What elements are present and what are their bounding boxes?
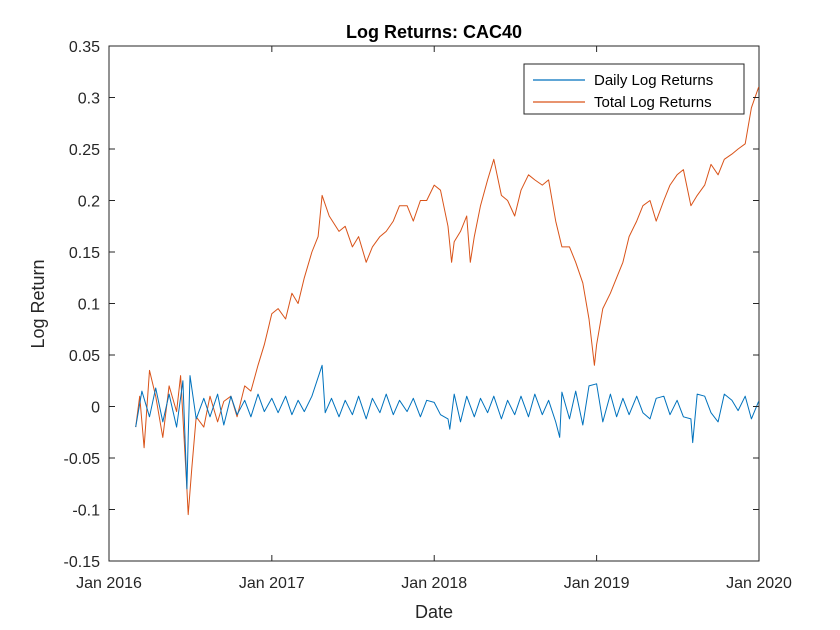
y-axis-ticks: -0.15 -0.1 -0.05 0 0.05 0.1 0.15 0.2 0.25 0.3 0.35 [64, 39, 759, 571]
y-tick-label: 0.35 [69, 39, 100, 56]
y-tick-label: 0.1 [78, 297, 100, 314]
legend-entry-daily: Daily Log Returns [594, 72, 713, 89]
y-axis-label: Log Return [28, 259, 48, 348]
y-tick-label: 0.15 [69, 245, 100, 262]
series-layer [135, 87, 760, 516]
y-tick-label: 0.05 [69, 348, 100, 365]
y-tick-label: -0.1 [72, 503, 100, 520]
axes-frame [108, 45, 760, 562]
x-tick-label: Jan 2020 [726, 575, 792, 592]
legend: Daily Log Returns Total Log Returns [523, 63, 745, 115]
y-tick-label: 0 [91, 400, 100, 417]
y-tick-label: -0.15 [64, 554, 101, 571]
series-line-total-log-returns [135, 87, 760, 516]
legend-entry-total: Total Log Returns [594, 94, 712, 111]
x-tick-label: Jan 2017 [239, 575, 305, 592]
x-axis-ticks: Jan 2016 Jan 2017 Jan 2018 Jan 2019 Jan 2020 [76, 46, 792, 592]
y-tick-label: 0.3 [78, 91, 100, 108]
x-tick-label: Jan 2018 [401, 575, 467, 592]
x-axis-label: Date [415, 602, 453, 622]
series-line-daily-log-returns [135, 364, 760, 490]
y-tick-label: -0.05 [64, 451, 101, 468]
y-tick-label: 0.25 [69, 142, 100, 159]
chart-title: Log Returns: CAC40 [346, 22, 522, 42]
y-tick-label: 0.2 [78, 194, 100, 211]
legend-box [523, 63, 745, 115]
plot-area [108, 45, 760, 562]
x-tick-label: Jan 2016 [76, 575, 142, 592]
x-tick-label: Jan 2019 [564, 575, 630, 592]
